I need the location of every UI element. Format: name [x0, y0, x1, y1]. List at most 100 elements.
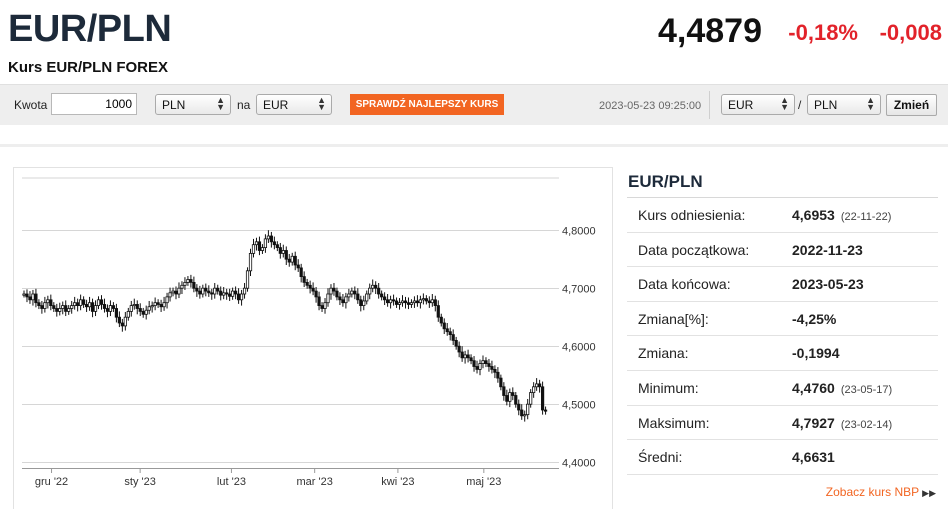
candle-body	[472, 360, 476, 367]
candle-body	[84, 304, 89, 308]
candle-body	[341, 299, 345, 304]
candle-body	[430, 299, 434, 304]
candle-body	[427, 300, 431, 304]
stats-date: (23-02-14)	[840, 418, 893, 431]
page-title: EUR/PLN	[8, 8, 172, 50]
to-currency-value: EUR	[263, 98, 289, 112]
toolbar-divider	[709, 91, 710, 119]
candle-body	[290, 255, 294, 263]
candle-body	[248, 253, 253, 272]
select-arrows-icon: ▲ ▼	[866, 95, 875, 112]
x-tick-label: lut '23	[217, 476, 246, 488]
candle-body	[490, 366, 494, 370]
candle-body	[70, 305, 74, 309]
x-tick-label: mar '23	[296, 476, 332, 488]
candle-body	[448, 331, 452, 335]
candle-body	[439, 316, 443, 324]
candle-body	[388, 299, 393, 304]
candle-body	[156, 302, 160, 305]
candle-body	[117, 316, 121, 324]
candle-body	[132, 304, 136, 307]
candle-body	[302, 276, 306, 283]
candle-body	[499, 377, 503, 388]
candle-body	[242, 287, 247, 295]
stats-value: -0,1994	[792, 345, 840, 362]
candle-body	[397, 302, 402, 305]
candle-body	[198, 290, 202, 295]
stats-row: Data końcowa: 2023-05-23	[627, 267, 938, 302]
candle-body	[25, 293, 29, 298]
candle-body	[415, 300, 420, 304]
candle-body	[350, 290, 354, 295]
candle-body	[28, 296, 32, 301]
candle-body	[475, 366, 479, 370]
candle-body	[293, 255, 297, 266]
pair-base-select[interactable]: EUR ▲ ▼	[721, 94, 795, 115]
candle-body	[502, 386, 506, 396]
candle-body	[73, 302, 77, 306]
candle-body	[323, 302, 327, 309]
stats-row: Zmiana[%]: -4,25%	[627, 302, 938, 337]
candle-body	[219, 290, 223, 296]
candle-body	[58, 308, 62, 312]
candle-body	[487, 363, 491, 367]
stats-label: Zmiana:	[638, 345, 689, 362]
y-tick-label: 4,8000	[562, 226, 596, 238]
candle-body	[228, 293, 232, 297]
pair-quote-select[interactable]: PLN ▲ ▼	[807, 94, 881, 115]
candle-body	[362, 300, 366, 307]
candle-body	[532, 386, 536, 394]
candle-body	[234, 290, 238, 295]
candle-body	[386, 299, 390, 304]
to-currency-select[interactable]: EUR ▲ ▼	[256, 94, 332, 115]
candle-body	[332, 287, 336, 292]
section-divider	[0, 144, 948, 147]
candle-body	[37, 302, 41, 306]
stats-date: (22-11-22)	[840, 211, 892, 223]
best-rate-button[interactable]: SPRAWDŹ NAJLEPSZY KURS	[350, 94, 504, 115]
candle-body	[105, 308, 110, 312]
candle-body	[457, 345, 461, 353]
amount-input[interactable]	[51, 93, 137, 115]
candle-body	[329, 287, 333, 295]
candle-body	[356, 293, 360, 301]
double-arrow-icon: ▶▶	[922, 488, 936, 498]
converter-toolbar: Kwota PLN ▲▼ na EUR ▲▼ SPRAWDŹ NAJLEPSZY…	[0, 84, 948, 125]
candle-body	[445, 328, 449, 333]
candle-body	[123, 316, 127, 327]
candle-body	[412, 300, 417, 304]
candle-body	[114, 308, 118, 318]
candle-body	[517, 403, 521, 411]
candle-body	[400, 300, 405, 304]
candle-body	[204, 287, 208, 292]
candle-body	[192, 282, 196, 289]
candle-body	[195, 287, 199, 292]
nbp-rate-link[interactable]: Zobacz kurs NBP ▶▶	[825, 485, 936, 499]
y-tick-label: 4,7000	[562, 284, 596, 296]
candle-body	[87, 302, 92, 308]
from-currency-value: PLN	[162, 98, 186, 112]
candle-body	[508, 392, 512, 402]
stats-title: EUR/PLN	[627, 166, 938, 198]
select-arrows-icon: ▲ ▼	[780, 95, 789, 112]
candle-body	[526, 403, 530, 416]
from-currency-select[interactable]: PLN ▲ ▼	[155, 94, 231, 115]
candle-body	[394, 300, 399, 305]
candle-body	[493, 368, 497, 373]
stats-value: 4,7927 (23-02-14)	[792, 414, 893, 431]
candle-body	[257, 241, 262, 251]
change-absolute: -0,008	[879, 20, 942, 45]
candle-body	[236, 293, 241, 301]
candle-body	[231, 290, 235, 297]
chart-container: 4,8000 4,7000 4,6000 4,5000 4,4000 gru '22 sty…	[13, 167, 613, 509]
change-pair-button[interactable]: Zmień	[886, 94, 937, 116]
y-tick-label: 4,6000	[562, 342, 596, 354]
candle-body	[67, 308, 71, 312]
candle-body	[22, 293, 26, 296]
candle-body	[421, 298, 425, 301]
candle-body	[79, 299, 83, 307]
candle-body	[484, 360, 488, 364]
stats-label: Maksimum:	[638, 414, 710, 431]
candle-body	[251, 244, 256, 254]
candle-body	[90, 302, 95, 312]
